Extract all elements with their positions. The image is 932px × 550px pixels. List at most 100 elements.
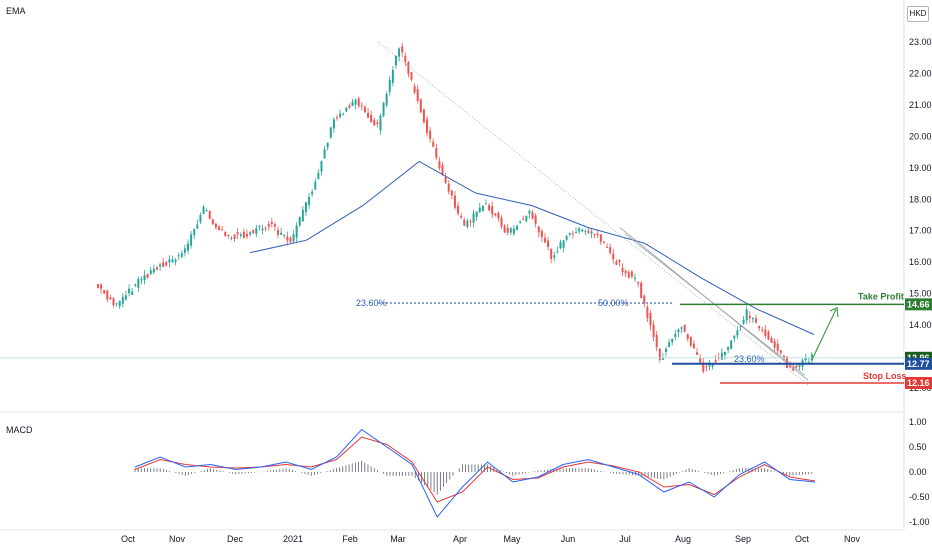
candle-body bbox=[168, 259, 171, 263]
candle-body bbox=[633, 277, 636, 279]
candle-body bbox=[602, 241, 605, 243]
candle-body bbox=[242, 231, 245, 238]
downtrend-line bbox=[377, 41, 809, 386]
candle-body bbox=[714, 360, 717, 362]
candle-body bbox=[652, 324, 655, 337]
candle-body bbox=[311, 191, 314, 195]
candle-body bbox=[627, 272, 630, 278]
candle-body bbox=[205, 210, 208, 212]
candle-body bbox=[739, 326, 742, 328]
candle-body bbox=[615, 261, 618, 265]
candle-body bbox=[379, 115, 382, 131]
candle-body bbox=[677, 329, 680, 333]
candle-body bbox=[556, 251, 559, 253]
candle-body bbox=[733, 335, 736, 339]
candle-body bbox=[214, 223, 217, 228]
y-tick-label: 19.00 bbox=[909, 163, 932, 173]
candle-body bbox=[444, 177, 447, 183]
candle-body bbox=[376, 122, 379, 124]
candle-body bbox=[320, 161, 323, 172]
candle-body bbox=[323, 149, 326, 159]
candle-body bbox=[357, 98, 360, 106]
candle-body bbox=[174, 259, 177, 262]
candle-body bbox=[562, 240, 565, 248]
candle-body bbox=[593, 234, 596, 236]
candle-body bbox=[106, 290, 109, 300]
candle-body bbox=[475, 211, 478, 218]
candle-body bbox=[258, 226, 261, 228]
x-tick-label: Dec bbox=[227, 534, 244, 544]
macd-y-tick-label: 1.00 bbox=[909, 417, 927, 427]
candle-body bbox=[252, 229, 255, 234]
macd-y-tick-label: 0.00 bbox=[909, 467, 927, 477]
candle-body bbox=[612, 253, 615, 260]
candle-body bbox=[469, 221, 472, 223]
candle-body bbox=[568, 233, 571, 235]
candle-body bbox=[363, 106, 366, 113]
candle-body bbox=[640, 282, 643, 299]
candle-body bbox=[547, 240, 550, 248]
candle-body bbox=[447, 183, 450, 192]
candle-body bbox=[385, 93, 388, 106]
candle-body bbox=[618, 259, 621, 262]
entry-badge-bg bbox=[905, 357, 932, 370]
fib-mid-label: 50.00% bbox=[598, 298, 629, 308]
candle-body bbox=[162, 262, 165, 267]
macd-indicator-label[interactable]: MACD bbox=[6, 425, 33, 435]
candle-body bbox=[807, 362, 810, 364]
candle-body bbox=[761, 329, 764, 331]
candle-body bbox=[304, 202, 307, 213]
candle-body bbox=[401, 46, 404, 53]
candle-body bbox=[329, 127, 332, 138]
candle-body bbox=[326, 143, 329, 148]
candle-body bbox=[202, 206, 205, 214]
candle-body bbox=[537, 226, 540, 233]
candle-body bbox=[354, 99, 357, 105]
candle-body bbox=[804, 357, 807, 361]
candle-body bbox=[283, 234, 286, 236]
candle-body bbox=[407, 61, 410, 74]
candle-body bbox=[211, 219, 214, 225]
candle-body bbox=[466, 220, 469, 227]
candle-body bbox=[382, 102, 385, 117]
y-tick-label: 21.00 bbox=[909, 100, 932, 110]
y-tick-label: 17.00 bbox=[909, 226, 932, 236]
candle-body bbox=[394, 55, 397, 66]
candle-body bbox=[289, 237, 292, 243]
x-tick-label: Nov bbox=[169, 534, 186, 544]
candle-body bbox=[438, 161, 441, 169]
candle-body bbox=[404, 55, 407, 62]
take-profit-label: Take Profit bbox=[858, 291, 904, 301]
candle-body bbox=[748, 315, 751, 319]
y-tick-label: 16.00 bbox=[909, 257, 932, 267]
candle-body bbox=[165, 262, 168, 266]
candle-body bbox=[292, 234, 295, 242]
candle-body bbox=[314, 181, 317, 190]
candle-body bbox=[298, 216, 301, 226]
y-tick-label: 23.00 bbox=[909, 37, 932, 47]
candle-body bbox=[543, 237, 546, 243]
candle-body bbox=[692, 343, 695, 349]
macd-panel[interactable] bbox=[134, 428, 816, 518]
candle-body bbox=[441, 164, 444, 175]
candle-body bbox=[531, 212, 534, 219]
candle-body bbox=[705, 366, 708, 368]
candle-body bbox=[553, 255, 556, 258]
candle-body bbox=[100, 284, 103, 289]
candle-body bbox=[264, 228, 267, 230]
candle-body bbox=[587, 230, 590, 234]
candle-body bbox=[655, 335, 658, 348]
candle-body bbox=[590, 231, 593, 234]
candle-body bbox=[261, 228, 264, 230]
candle-body bbox=[255, 228, 258, 234]
candle-body bbox=[578, 228, 581, 232]
y-tick-label: 18.00 bbox=[909, 194, 932, 204]
currency-badge[interactable]: HKD bbox=[907, 6, 929, 22]
x-tick-label: Nov bbox=[844, 534, 861, 544]
ema-indicator-label[interactable]: EMA bbox=[6, 6, 26, 16]
candle-body bbox=[680, 327, 683, 329]
price-panel[interactable] bbox=[97, 43, 815, 374]
candle-body bbox=[674, 333, 677, 338]
candle-body bbox=[140, 279, 143, 281]
candle-body bbox=[581, 229, 584, 232]
